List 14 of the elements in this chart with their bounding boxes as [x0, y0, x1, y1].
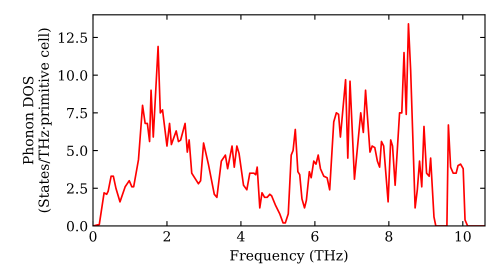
y-tick-label: 2.5 [66, 183, 88, 194]
y-axis-title: Phonon DOS (States/THz·primitive cell) [22, 28, 52, 212]
x-tick-label: 10 [456, 231, 471, 242]
y-tick-label: 0.0 [66, 220, 88, 232]
x-tick-label: 6 [311, 231, 318, 242]
x-tick-label: 4 [236, 231, 245, 242]
y-tick-label: 12.5 [58, 32, 88, 43]
y-tick-label: 5.0 [67, 146, 88, 156]
x-axis-title: Frequency (THz) [230, 250, 348, 264]
x-tick-label: 2 [163, 231, 170, 242]
y-tick-label: 10.0 [58, 70, 88, 81]
y-tick-label: 7.5 [67, 108, 88, 118]
x-tick-label: 0 [89, 231, 96, 242]
x-tick-label: 8 [385, 231, 392, 242]
